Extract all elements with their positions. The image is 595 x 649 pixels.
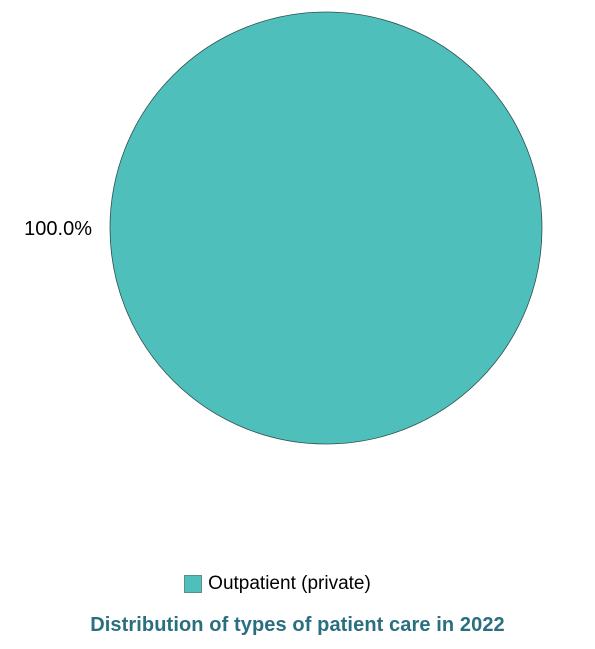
legend-label-outpatient-private: Outpatient (private) [208,573,371,594]
data-label-outpatient-private: 100.0% [24,218,92,240]
chart-legend: Outpatient (private) [0,570,595,598]
pie-chart: 100.0% [24,11,543,445]
pie-slices [109,11,543,445]
pie-slice-outpatient-private [109,11,543,445]
pie-data-labels: 100.0% [24,218,92,240]
legend-swatch-outpatient-private [184,575,203,593]
chart-title: Distribution of types of patient care in… [90,614,505,636]
